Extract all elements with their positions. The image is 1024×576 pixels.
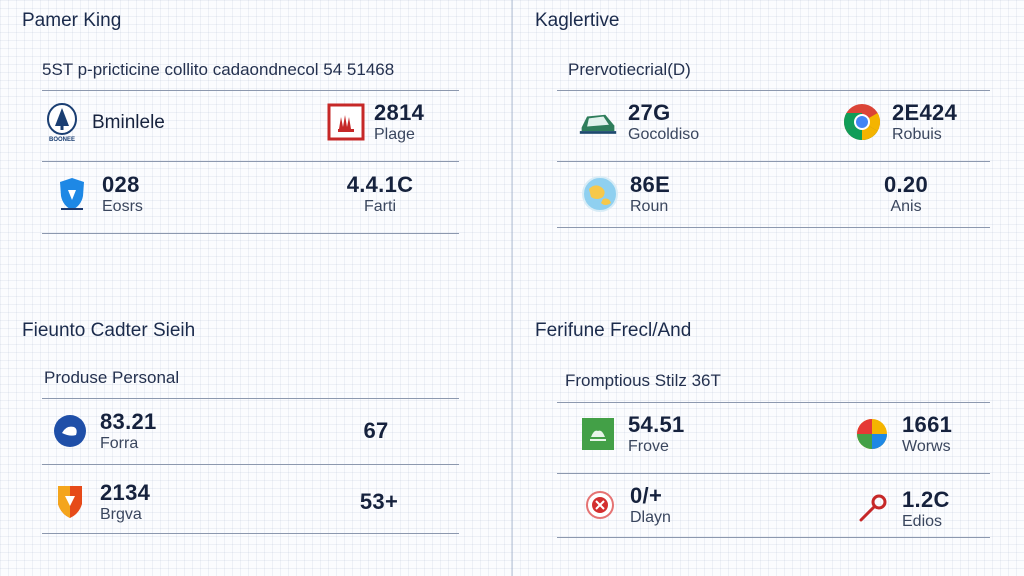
stat-label: Worws [902, 437, 951, 455]
divider [557, 161, 990, 162]
stat-value: 2814 [374, 99, 425, 125]
stat-value: 1661 [902, 411, 953, 437]
pin-icon [852, 489, 892, 529]
divider [557, 227, 990, 228]
stat-robuis[interactable]: 2E424 Robuis [842, 92, 957, 152]
stat-value: 1.2C [902, 486, 950, 512]
orange-shield-icon [50, 482, 90, 522]
divider [42, 233, 459, 234]
chrome-icon [842, 102, 882, 142]
panel-divider [511, 0, 513, 576]
divider [557, 402, 990, 403]
globe-icon [580, 174, 620, 214]
stat-bminlele[interactable]: BOONEE Bminlele [42, 92, 165, 152]
green-car-icon [578, 102, 618, 142]
tree-emblem-icon: BOONEE [42, 102, 82, 142]
divider [42, 398, 459, 399]
panel-title: Pamer King [22, 10, 122, 31]
stat-value: 27G [628, 99, 671, 125]
stat-value: 54.51 [628, 411, 685, 437]
panel-subtitle: Prervotiecrial(D) [568, 60, 691, 79]
panel-title: Ferifune Frecl/And [535, 320, 692, 341]
stat-edios[interactable]: 1.2C Edios [852, 479, 950, 539]
divider [557, 90, 990, 91]
stat-67[interactable]: 67 [346, 401, 406, 461]
stat-label: Plage [374, 125, 415, 143]
stat-dlayn[interactable]: 0/+ Dlayn [580, 475, 671, 535]
stat-label: Gocoldiso [628, 125, 700, 143]
stat-brgva[interactable]: 2134 Brgva [50, 472, 150, 532]
divider [557, 537, 990, 538]
stat-anis[interactable]: 0.20 Anis [866, 164, 946, 224]
stat-eosrs[interactable]: 028 Eosrs [52, 164, 143, 224]
stat-label: Farti [364, 197, 396, 215]
stat-label: Anis [890, 197, 922, 215]
stat-gocoldiso[interactable]: 27G Gocoldiso [578, 92, 699, 152]
panel-subtitle: 5ST p-pricticine collito cadaondnecol 54… [42, 60, 395, 79]
stat-worws[interactable]: 1661 Worws [852, 404, 952, 464]
green-square-icon [578, 414, 618, 454]
stat-value: 0/+ [630, 482, 663, 508]
stat-label: Eosrs [102, 197, 143, 215]
stat-value: 67 [363, 418, 389, 443]
stat-label: Frove [628, 437, 669, 455]
blue-shield-icon [52, 174, 92, 214]
stat-roun[interactable]: 86E Roun [580, 164, 670, 224]
stat-value: 53+ [359, 489, 399, 514]
stat-frove[interactable]: 54.51 Frove [578, 404, 685, 464]
panel-title: Fieunto Cadter Sieih [22, 320, 196, 341]
panel-subtitle: Produse Personal [44, 368, 180, 387]
color-ball-icon [852, 414, 892, 454]
stat-53[interactable]: 53+ [346, 472, 412, 532]
divider [42, 533, 459, 534]
stat-value: 86E [630, 171, 671, 197]
svg-text:BOONEE: BOONEE [49, 137, 75, 142]
panel-subtitle: Fromptious Stilz 36T [565, 371, 721, 390]
divider [557, 473, 990, 474]
divider [42, 90, 459, 91]
stat-label: Brgva [100, 505, 142, 523]
stat-label: Dlayn [630, 508, 671, 526]
stat-label: Forra [100, 434, 139, 452]
stat-value: 83.21 [100, 408, 157, 434]
red-badge-icon [580, 485, 620, 525]
panel-title: Kaglertive [535, 10, 620, 31]
stat-name: Bminlele [92, 111, 165, 133]
stat-label: Roun [630, 197, 669, 215]
stat-value: 028 [102, 171, 140, 197]
stat-forra[interactable]: 83.21 Forra [50, 401, 157, 461]
stat-label: Robuis [892, 125, 942, 143]
divider [42, 464, 459, 465]
stat-plage[interactable]: 2814 Plage [326, 92, 424, 152]
stat-farti[interactable]: 4.4.1C Farti [340, 164, 420, 224]
divider [42, 161, 459, 162]
blue-circle-icon [50, 411, 90, 451]
stat-value: 2E424 [892, 99, 958, 125]
stat-label: Edios [902, 512, 943, 530]
stat-value: 0.20 [883, 171, 929, 197]
red-hand-icon [326, 102, 366, 142]
stat-value: 4.4.1C [346, 171, 414, 197]
stat-value: 2134 [100, 479, 151, 505]
